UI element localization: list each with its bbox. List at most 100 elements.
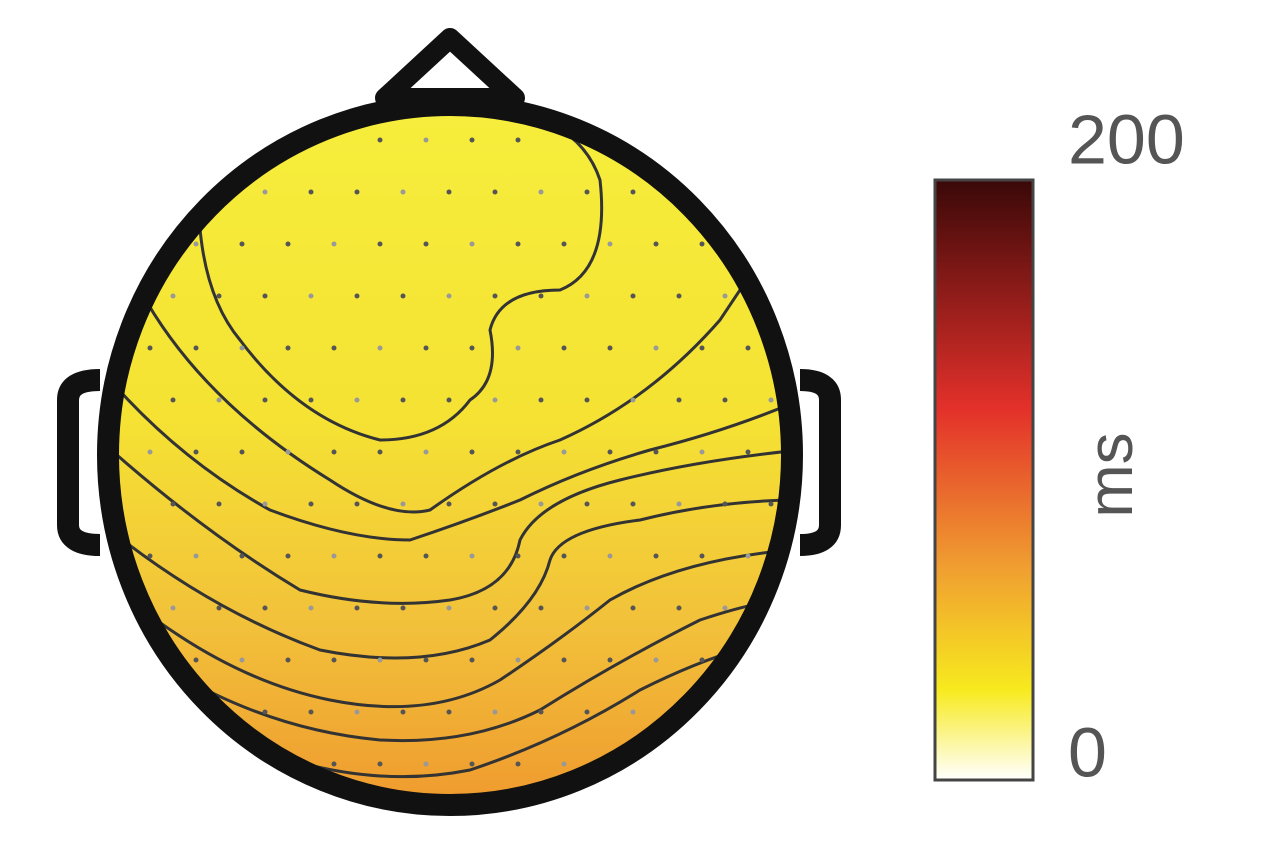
electrode <box>722 397 728 403</box>
electrode <box>653 241 659 247</box>
electrode <box>423 137 429 143</box>
electrode <box>354 605 360 611</box>
electrodes <box>147 137 774 767</box>
electrode <box>492 189 498 195</box>
electrode <box>400 397 406 403</box>
electrode <box>538 709 544 715</box>
electrode <box>147 449 153 455</box>
electrode <box>515 137 521 143</box>
electrode <box>331 657 337 663</box>
electrode <box>446 605 452 611</box>
electrode <box>400 293 406 299</box>
electrode <box>262 605 268 611</box>
electrode <box>170 501 176 507</box>
left-ear <box>57 369 101 556</box>
electrode <box>193 241 199 247</box>
contour <box>129 548 791 709</box>
colorbar-tick-label: 200 <box>1068 100 1185 178</box>
electrode <box>722 293 728 299</box>
electrode <box>515 449 521 455</box>
electrode <box>400 189 406 195</box>
electrode <box>400 501 406 507</box>
electrode <box>653 345 659 351</box>
electrode <box>768 501 774 507</box>
electrode <box>354 189 360 195</box>
electrode <box>354 501 360 507</box>
right-ear <box>799 369 841 556</box>
electrode <box>170 397 176 403</box>
electrode <box>469 137 475 143</box>
electrode <box>515 657 521 663</box>
electrode <box>492 293 498 299</box>
contour <box>108 379 792 542</box>
electrode <box>193 657 199 663</box>
electrode <box>584 605 590 611</box>
electrode <box>561 241 567 247</box>
electrode <box>423 345 429 351</box>
electrode <box>262 189 268 195</box>
contour <box>138 229 782 514</box>
electrode <box>308 709 314 715</box>
electrode <box>377 657 383 663</box>
electrode <box>469 657 475 663</box>
electrode <box>768 397 774 403</box>
electrode <box>469 449 475 455</box>
electrode <box>216 293 222 299</box>
electrode <box>584 397 590 403</box>
electrode <box>446 189 452 195</box>
electrode <box>377 553 383 559</box>
electrode <box>331 241 337 247</box>
electrode <box>423 761 429 767</box>
electrode <box>193 345 199 351</box>
electrode <box>607 241 613 247</box>
electrode <box>377 761 383 767</box>
electrode <box>308 293 314 299</box>
electrode <box>262 501 268 507</box>
electrode <box>147 553 153 559</box>
electrode <box>584 189 590 195</box>
electrode <box>561 449 567 455</box>
electrode <box>492 709 498 715</box>
electrode <box>423 449 429 455</box>
electrode <box>216 501 222 507</box>
electrode <box>262 709 268 715</box>
scalp <box>108 105 792 805</box>
electrode <box>630 709 636 715</box>
electrode <box>630 397 636 403</box>
electrode <box>285 657 291 663</box>
electrode <box>262 293 268 299</box>
electrode <box>699 553 705 559</box>
electrode <box>308 501 314 507</box>
contour <box>259 638 781 779</box>
electrode <box>676 605 682 611</box>
electrode <box>377 449 383 455</box>
electrode <box>492 501 498 507</box>
electrode <box>285 241 291 247</box>
electrode <box>561 761 567 767</box>
electrode <box>193 553 199 559</box>
electrode <box>561 657 567 663</box>
electrode <box>699 657 705 663</box>
electrode <box>446 397 452 403</box>
electrode <box>308 189 314 195</box>
electrode <box>469 345 475 351</box>
electrode <box>239 657 245 663</box>
electrode <box>492 397 498 403</box>
electrode <box>446 709 452 715</box>
electrode <box>630 605 636 611</box>
electrode <box>561 345 567 351</box>
colorbar-tick-label: 0 <box>1068 713 1107 791</box>
colorbar-label: ms <box>1074 432 1146 517</box>
electrode <box>492 605 498 611</box>
electrode <box>676 397 682 403</box>
electrode <box>515 553 521 559</box>
electrode <box>538 189 544 195</box>
electrode <box>699 345 705 351</box>
contour <box>169 598 791 743</box>
electrode <box>331 761 337 767</box>
electrode <box>170 293 176 299</box>
electrode <box>607 553 613 559</box>
head-outline <box>97 94 803 816</box>
electrode <box>515 761 521 767</box>
